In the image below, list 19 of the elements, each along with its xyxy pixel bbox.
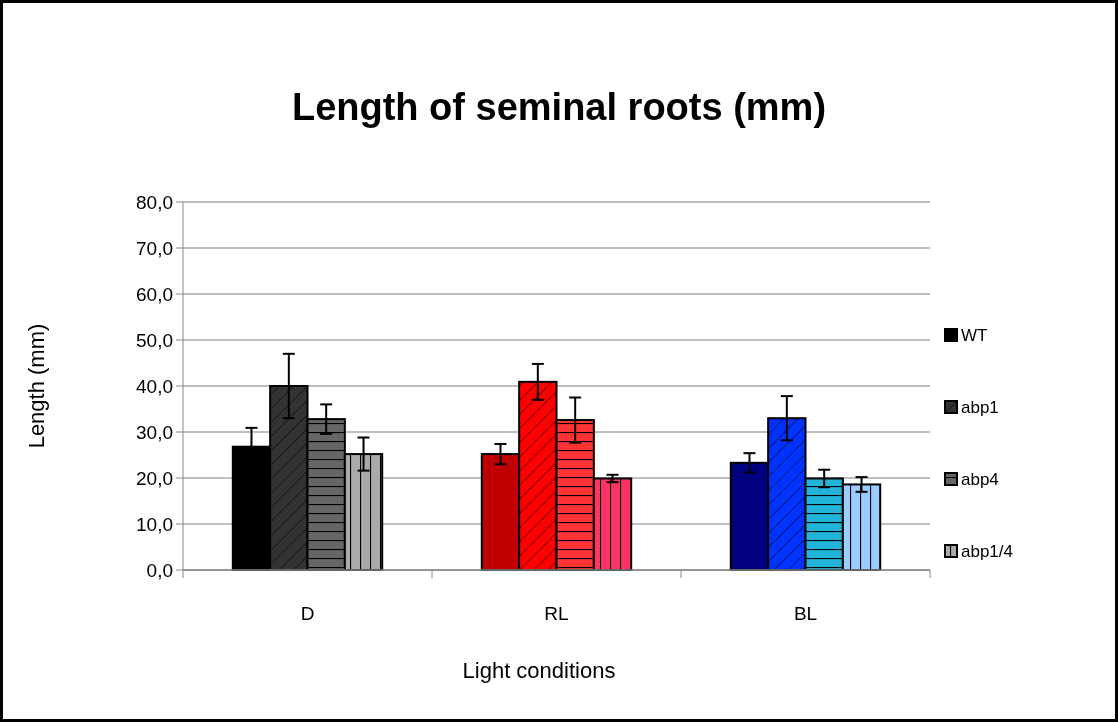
x-tick-label: D xyxy=(300,603,315,624)
y-tick-label: 40,0 xyxy=(136,375,173,397)
legend-label: abp4 xyxy=(961,469,999,489)
y-tick-label: 10,0 xyxy=(136,513,173,535)
legend-label: WT xyxy=(961,325,988,345)
chart-title: Length of seminal roots (mm) xyxy=(291,86,827,128)
x-tick-label: RL xyxy=(544,603,569,624)
x-axis-title: Light conditions xyxy=(462,658,616,683)
y-axis-title: Length (mm) xyxy=(24,323,49,449)
y-tick-label: 30,0 xyxy=(136,421,173,443)
y-tick-label: 60,0 xyxy=(136,283,173,305)
y-tick-label: 0,0 xyxy=(146,559,173,581)
y-tick-label: 50,0 xyxy=(136,329,173,351)
legend-label: abp1/4 xyxy=(961,541,1013,561)
y-tick-label: 70,0 xyxy=(136,237,173,259)
y-tick-label: 20,0 xyxy=(136,467,173,489)
legend-label: abp1 xyxy=(961,397,999,417)
x-tick-label: BL xyxy=(793,603,818,624)
y-tick-label: 80,0 xyxy=(136,191,173,213)
